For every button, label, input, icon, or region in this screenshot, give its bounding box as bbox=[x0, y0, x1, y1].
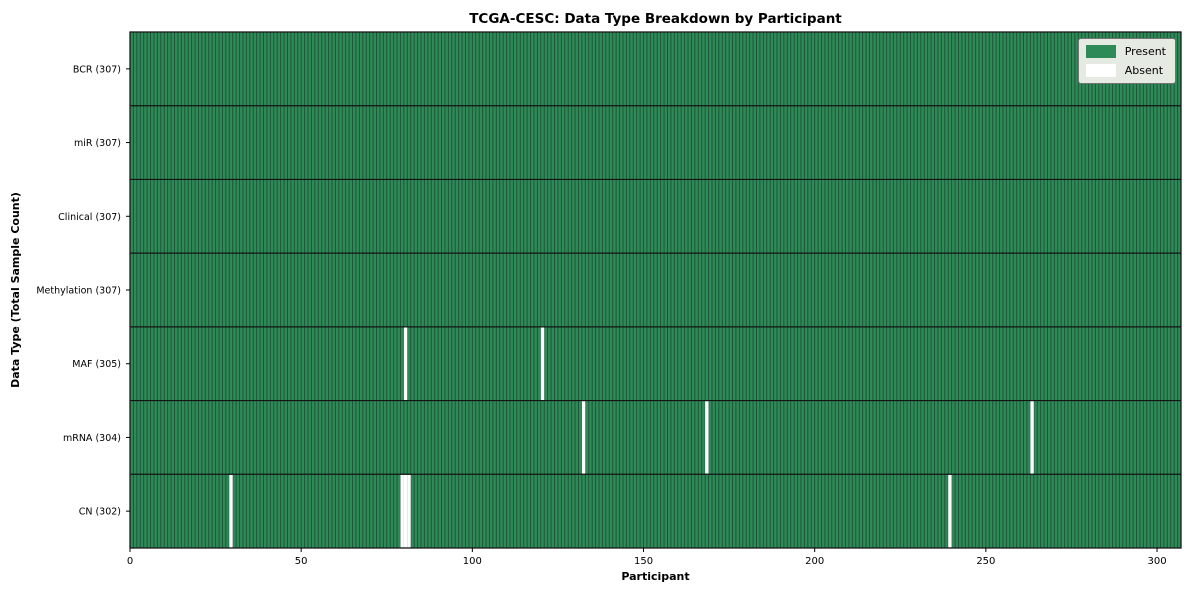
legend-label-present: Present bbox=[1124, 45, 1166, 58]
y-tick-label-mRNA: mRNA (304) bbox=[63, 433, 121, 444]
x-tick-label: 150 bbox=[634, 556, 653, 567]
chart-title: TCGA-CESC: Data Type Breakdown by Partic… bbox=[469, 11, 842, 27]
absent-cell-CN-239 bbox=[948, 474, 952, 548]
y-tick-label-miR: miR (307) bbox=[74, 138, 121, 149]
absent-swatch-icon bbox=[1085, 64, 1116, 77]
legend-entry-present: Present bbox=[1085, 45, 1166, 58]
absent-cell-MAF-80 bbox=[403, 327, 408, 400]
absent-cell-MAF-120 bbox=[540, 327, 545, 400]
legend-entry-absent: Absent bbox=[1085, 64, 1166, 77]
absent-cell-CN-79 bbox=[400, 474, 404, 548]
x-tick-label: 50 bbox=[295, 556, 308, 567]
y-tick-label-CN: CN (302) bbox=[79, 507, 121, 518]
present-swatch-icon bbox=[1085, 45, 1116, 58]
absent-cell-CN-80 bbox=[403, 474, 408, 548]
plot-background bbox=[130, 32, 1181, 548]
x-tick-label: 0 bbox=[127, 556, 133, 567]
legend-label-absent: Absent bbox=[1124, 64, 1164, 77]
x-tick-label: 200 bbox=[805, 556, 824, 567]
absent-cell-CN-29 bbox=[229, 474, 233, 548]
y-tick-label-BCR: BCR (307) bbox=[73, 64, 121, 75]
absent-cell-mRNA-263 bbox=[1030, 401, 1034, 474]
y-tick-label-MAF: MAF (305) bbox=[72, 359, 121, 370]
y-tick-label-Clinical: Clinical (307) bbox=[58, 212, 121, 223]
legend: Present Absent bbox=[1077, 38, 1176, 84]
x-tick-label: 100 bbox=[463, 556, 482, 567]
x-axis-label: Participant bbox=[621, 570, 690, 583]
absent-cell-mRNA-168 bbox=[705, 401, 709, 474]
x-tick-label: 300 bbox=[1147, 556, 1166, 567]
absent-cell-mRNA-132 bbox=[581, 401, 586, 474]
x-tick-label: 250 bbox=[976, 556, 995, 567]
y-tick-label-Methylation: Methylation (307) bbox=[36, 286, 121, 297]
absent-cell-CN-81 bbox=[407, 474, 411, 548]
